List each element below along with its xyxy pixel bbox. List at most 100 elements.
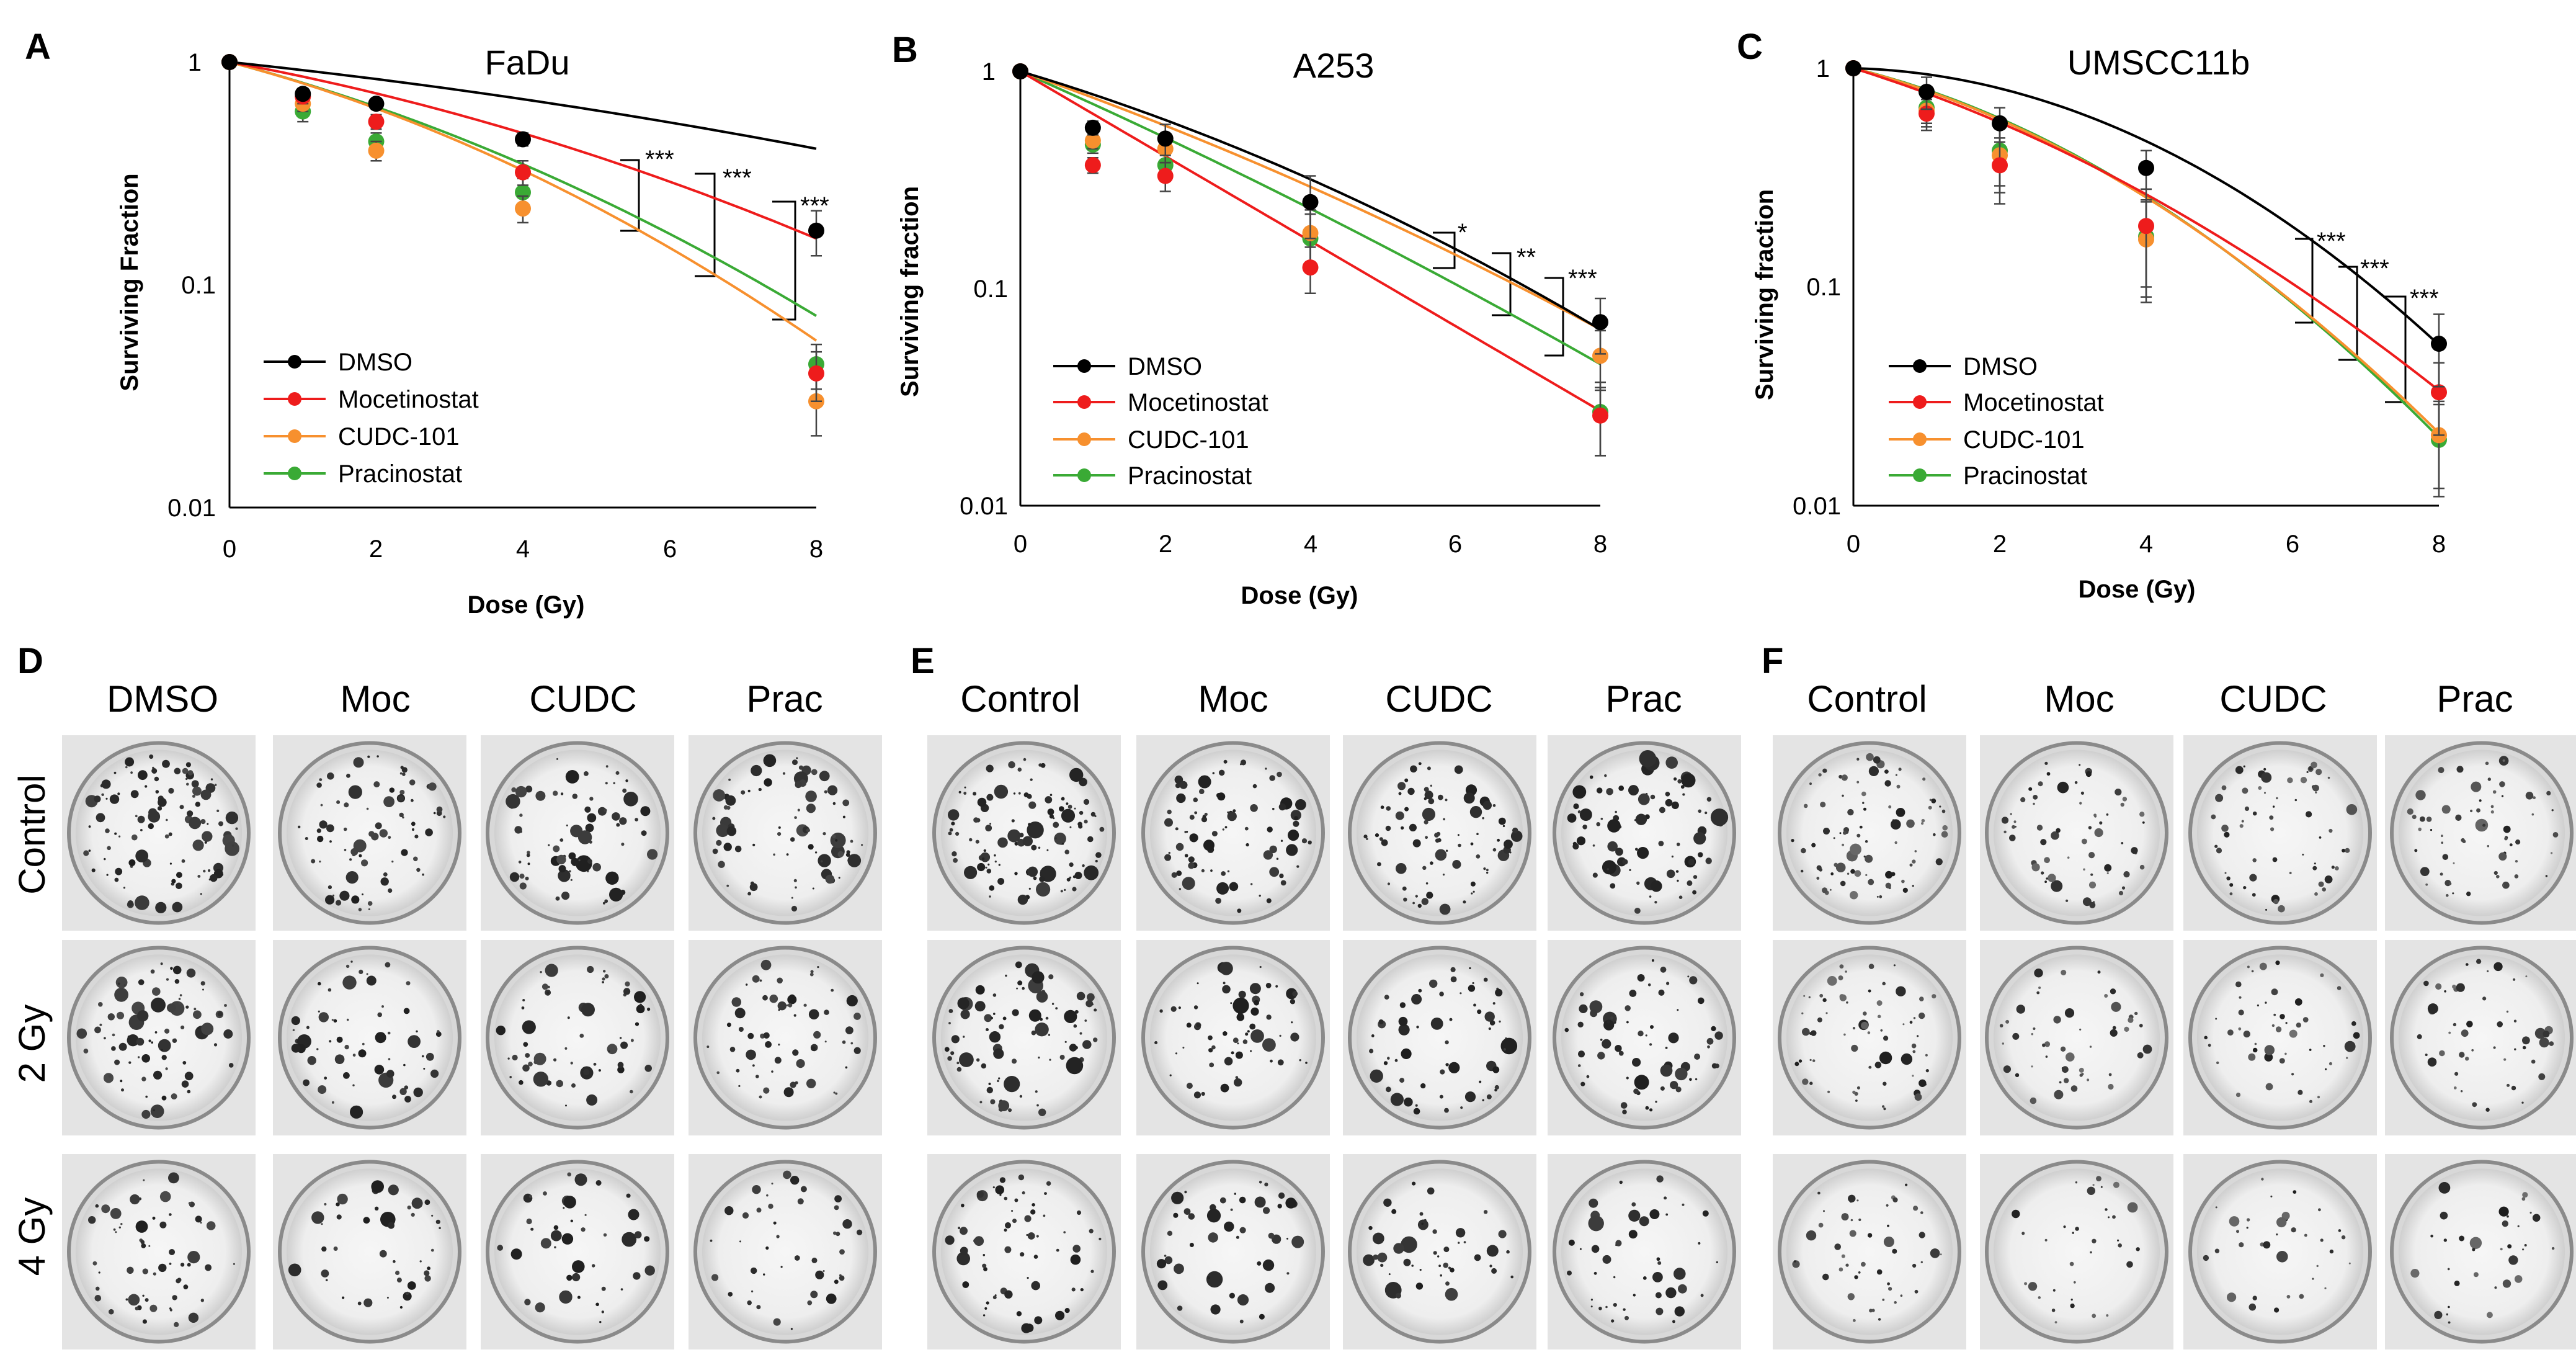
- colony: [2034, 969, 2043, 978]
- colony: [210, 778, 213, 781]
- colony: [1186, 1023, 1192, 1028]
- colony: [1473, 1003, 1476, 1007]
- colony: [1036, 882, 1051, 897]
- colony: [411, 828, 415, 831]
- colony: [208, 869, 211, 872]
- colony: [1681, 773, 1696, 788]
- colony: [1429, 979, 1438, 988]
- dish-well: [1150, 954, 1316, 1121]
- colony: [404, 1096, 411, 1103]
- colony: [621, 843, 625, 846]
- colony: [556, 854, 566, 865]
- colony: [1421, 898, 1428, 905]
- colony: [620, 889, 626, 895]
- colony: [180, 1025, 185, 1029]
- colony: [1839, 964, 1844, 969]
- colony: [2276, 1217, 2287, 1228]
- colony: [366, 973, 368, 975]
- colony: [1700, 1294, 1704, 1297]
- x-tick-label: 4: [2139, 530, 2153, 558]
- colony: [953, 857, 958, 863]
- colony: [997, 1080, 999, 1083]
- colony: [2272, 857, 2278, 862]
- colony: [1424, 787, 1429, 792]
- colony: [1623, 1308, 1626, 1311]
- colony: [1087, 836, 1094, 843]
- colony: [2545, 875, 2548, 877]
- colony: [2309, 1099, 2312, 1103]
- colony: [2046, 772, 2051, 776]
- colony: [104, 1037, 106, 1040]
- colony: [2110, 1029, 2118, 1037]
- colony: [1038, 1056, 1040, 1059]
- colony: [521, 1006, 525, 1009]
- colony: [217, 1011, 223, 1017]
- colony: [1053, 821, 1059, 828]
- colony: [979, 1101, 983, 1104]
- colony: [622, 788, 627, 793]
- colony: [158, 797, 167, 807]
- colony: [533, 1060, 538, 1065]
- colony: [110, 1208, 122, 1219]
- colony: [2214, 1248, 2220, 1253]
- colony: [741, 790, 746, 795]
- colony: [1716, 1261, 1718, 1263]
- colony: [1483, 977, 1488, 982]
- colony: [2002, 1042, 2004, 1045]
- colony: [2417, 1034, 2422, 1039]
- colony: [1919, 1079, 1927, 1088]
- colony: [1618, 785, 1624, 791]
- colony: [734, 845, 742, 853]
- colony: [1424, 790, 1433, 800]
- colony: [2124, 1026, 2129, 1032]
- colony: [2033, 1027, 2036, 1031]
- colony: [1430, 1018, 1443, 1030]
- colony: [1206, 1271, 1223, 1288]
- colony: [986, 1028, 989, 1031]
- panel-letter-b: B: [892, 30, 918, 70]
- dish-well: [941, 750, 1107, 916]
- colony: [1002, 1016, 1007, 1021]
- colony: [790, 1081, 796, 1088]
- colony: [1472, 982, 1474, 985]
- colony: [2088, 881, 2097, 888]
- colony: [1607, 819, 1621, 833]
- colony: [2439, 1050, 2445, 1057]
- colony: [1628, 1230, 1638, 1239]
- colony: [96, 813, 105, 823]
- colony: [1622, 1109, 1627, 1114]
- x-tick-label: 2: [369, 535, 383, 563]
- colony: [1618, 1050, 1624, 1056]
- colony: [1893, 964, 1896, 967]
- colony: [958, 790, 961, 794]
- colony: [792, 759, 798, 766]
- colony: [2118, 1243, 2122, 1248]
- colony: [2115, 789, 2122, 796]
- colony-dish-image: [1773, 735, 1966, 931]
- colony: [1039, 876, 1045, 882]
- colony: [2323, 1045, 2325, 1047]
- colony: [76, 1028, 87, 1039]
- colony: [2314, 862, 2316, 865]
- colony: [2066, 899, 2069, 902]
- colony: [527, 851, 530, 854]
- colony: [2459, 1235, 2465, 1242]
- colony: [358, 908, 362, 911]
- colony: [1292, 991, 1298, 996]
- colony: [2446, 893, 2449, 897]
- colony: [1852, 1090, 1856, 1094]
- colony: [961, 1204, 965, 1207]
- colony: [1269, 867, 1280, 877]
- colony: [2224, 872, 2227, 874]
- x-axis-label: Dose (Gy): [468, 591, 585, 619]
- colony: [114, 877, 119, 882]
- colony: [422, 873, 424, 876]
- colony: [2122, 797, 2128, 802]
- colony-dish-image: [1980, 735, 2173, 931]
- colony: [1393, 1243, 1404, 1254]
- colony: [842, 1040, 846, 1044]
- colony: [2346, 1057, 2348, 1059]
- colony: [1620, 1102, 1628, 1109]
- colony: [1269, 775, 1275, 781]
- colony: [1049, 814, 1054, 819]
